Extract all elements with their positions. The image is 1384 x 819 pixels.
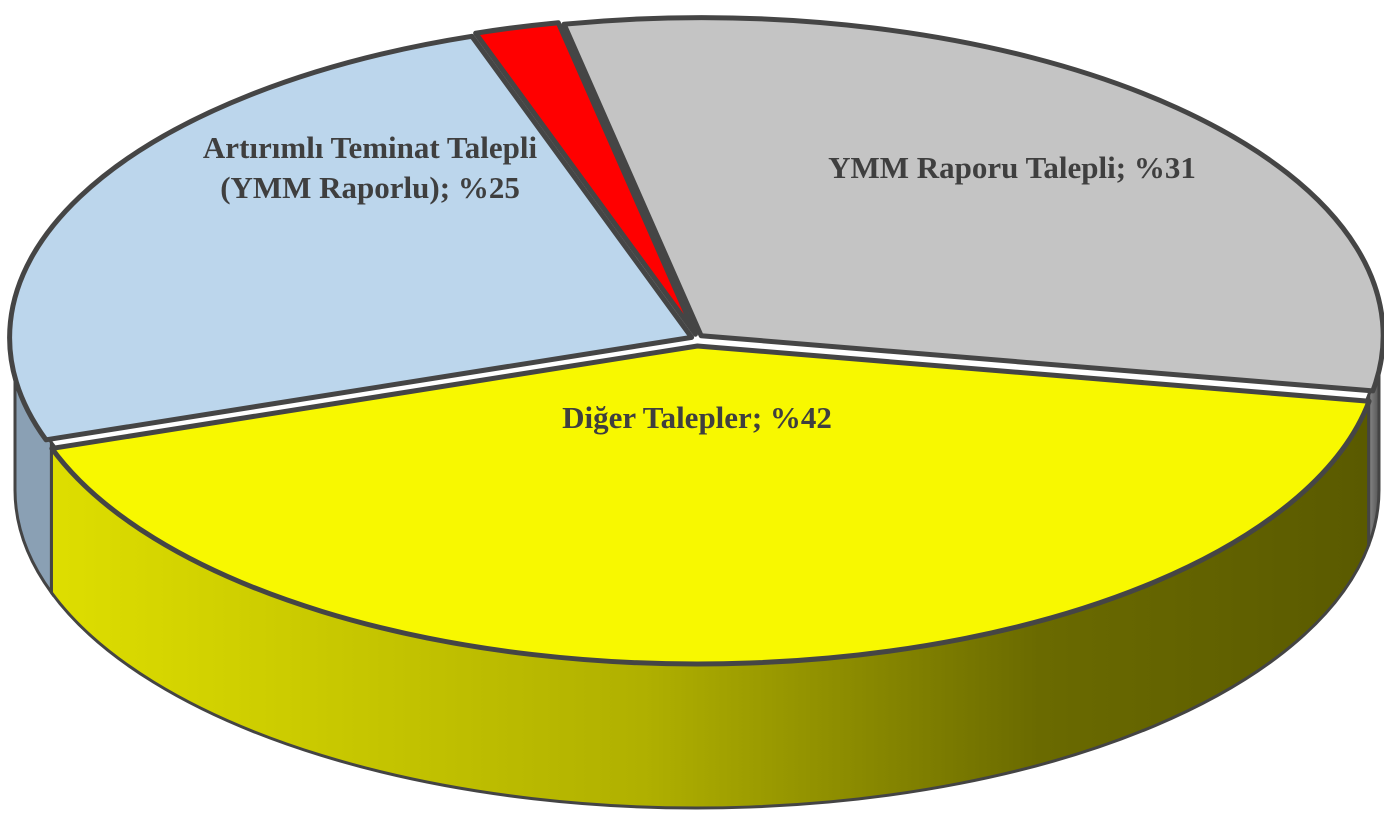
data-label: Diğer Talepler; %42 xyxy=(397,398,997,438)
category: Artırımlı Teminat Talepli (YMM Raporlu) xyxy=(202,130,545,205)
slice xyxy=(473,20,698,337)
category: YMM Raporu Talepli xyxy=(828,150,1116,185)
category: Diğer Talepler xyxy=(562,400,752,435)
slice xyxy=(49,343,1372,667)
slice xyxy=(561,15,1384,394)
separator: ; xyxy=(1115,150,1134,185)
value: %42 xyxy=(769,400,832,435)
data-label: YMM Raporu Talepli; %31 xyxy=(802,148,1222,188)
slice xyxy=(7,33,695,443)
value: %25 xyxy=(457,170,520,205)
separator: ; xyxy=(439,170,458,205)
data-label: Artırımlı Teminat Talepli (YMM Raporlu);… xyxy=(155,128,585,208)
separator: ; xyxy=(751,400,770,435)
value: %31 xyxy=(1133,150,1196,185)
